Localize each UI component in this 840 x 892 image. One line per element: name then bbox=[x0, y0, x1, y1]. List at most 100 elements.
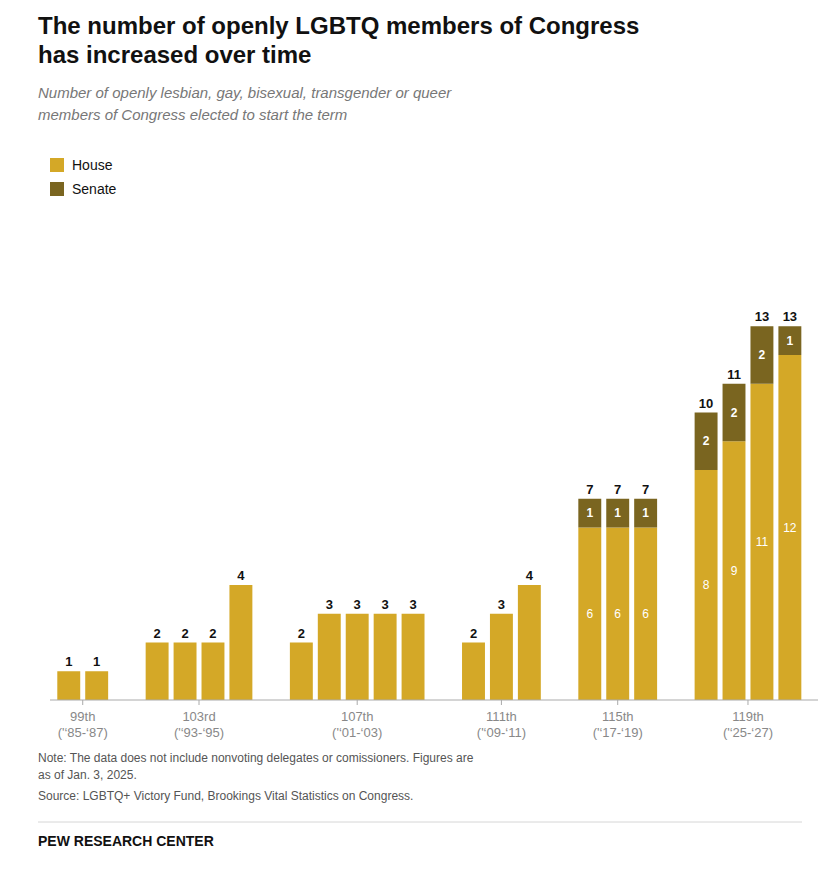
legend-swatch bbox=[50, 182, 64, 196]
bar-segment bbox=[229, 585, 252, 586]
legend-label: Senate bbox=[72, 181, 117, 197]
bar-segment bbox=[202, 643, 225, 701]
bar-segment bbox=[290, 643, 313, 701]
tick bbox=[617, 700, 618, 705]
bar-segment bbox=[462, 642, 485, 643]
axis-line bbox=[50, 700, 818, 701]
segment-label: 2 bbox=[703, 434, 710, 448]
segment-label: 12 bbox=[783, 521, 797, 535]
bar-segment bbox=[723, 441, 746, 700]
segment-label: 1 bbox=[642, 506, 649, 520]
legend: House Senate bbox=[50, 157, 117, 197]
total-label: 2 bbox=[209, 626, 216, 641]
bar-segment bbox=[57, 671, 80, 700]
bar-segment bbox=[85, 671, 108, 700]
tick-label: 111th('‘09-‘11) bbox=[477, 709, 526, 740]
total-label: 1 bbox=[93, 654, 100, 669]
bar-segment bbox=[146, 643, 169, 701]
total-label: 10 bbox=[699, 396, 713, 411]
tick-label: 99th('‘85-‘87) bbox=[58, 709, 108, 740]
segment-label: 6 bbox=[614, 607, 621, 621]
bars bbox=[57, 326, 801, 700]
tick bbox=[357, 700, 358, 705]
bar-segment bbox=[202, 642, 225, 643]
bar-segment bbox=[695, 470, 718, 700]
total-label: 13 bbox=[783, 309, 797, 324]
bar-segment bbox=[578, 499, 601, 528]
legend-swatch bbox=[50, 158, 64, 172]
total-label: 2 bbox=[470, 626, 477, 641]
bar-segment bbox=[462, 643, 485, 701]
legend-label: House bbox=[72, 157, 113, 173]
bar-segment bbox=[374, 614, 397, 700]
total-label: 11 bbox=[727, 367, 741, 382]
total-label: 3 bbox=[498, 597, 505, 612]
bar-segment bbox=[318, 613, 341, 614]
bar-segment bbox=[402, 613, 425, 614]
total-label: 4 bbox=[526, 568, 534, 583]
bar-segment bbox=[490, 613, 513, 614]
tick-label: 115th('‘17-‘19) bbox=[593, 709, 643, 740]
total-label: 3 bbox=[354, 597, 361, 612]
total-label: 7 bbox=[614, 482, 621, 497]
subtitle: Number of openly lesbian, gay, bisexual,… bbox=[38, 84, 452, 123]
bar-segment bbox=[174, 643, 197, 701]
bar-segment bbox=[374, 613, 397, 614]
total-label: 2 bbox=[298, 626, 305, 641]
tick-label: 119th('‘25-‘27) bbox=[723, 709, 773, 740]
bar-segment bbox=[778, 326, 801, 355]
bar-segment bbox=[634, 499, 657, 528]
bar-segment bbox=[57, 671, 80, 672]
bar-segment bbox=[578, 528, 601, 701]
bar-segment bbox=[778, 355, 801, 700]
bar-segment bbox=[174, 642, 197, 643]
bar-segment bbox=[518, 585, 541, 586]
separator bbox=[38, 822, 802, 823]
total-label: 3 bbox=[326, 597, 333, 612]
note: Note: The data does not include nonvotin… bbox=[38, 751, 474, 782]
segment-label: 6 bbox=[642, 607, 649, 621]
bar-segment bbox=[634, 528, 657, 701]
total-label: 3 bbox=[382, 597, 389, 612]
bar-segment bbox=[723, 384, 746, 442]
bar-segment bbox=[318, 614, 341, 700]
segment-label: 1 bbox=[586, 506, 593, 520]
bar-segment bbox=[518, 585, 541, 700]
branding: PEW RESEARCH CENTER bbox=[38, 833, 214, 849]
tick-label: 103rd('‘93-‘95) bbox=[174, 709, 224, 740]
bar-segment bbox=[85, 671, 108, 672]
segment-label: 2 bbox=[731, 406, 738, 420]
bar-segment bbox=[750, 384, 773, 700]
bar-segment bbox=[229, 585, 252, 700]
segment-label: 9 bbox=[731, 564, 738, 578]
chart: The number of openly LGBTQ members of Co… bbox=[0, 0, 840, 892]
segment-label: 1 bbox=[787, 334, 794, 348]
total-label: 2 bbox=[181, 626, 188, 641]
bar-segment bbox=[606, 499, 629, 528]
data-labels: 1122242333323461761761782109211112131211… bbox=[65, 309, 797, 669]
tick bbox=[747, 700, 748, 705]
segment-label: 6 bbox=[586, 607, 593, 621]
tick bbox=[199, 700, 200, 705]
segment-label: 2 bbox=[759, 348, 766, 362]
x-axis: 99th('‘85-‘87) 103rd('‘93-‘95) 107th('‘01-… bbox=[50, 700, 818, 740]
tick bbox=[82, 700, 83, 705]
segment-label: 1 bbox=[614, 506, 621, 520]
bar-segment bbox=[146, 642, 169, 643]
total-label: 7 bbox=[586, 482, 593, 497]
tick-label: 107th('‘01-‘03) bbox=[332, 709, 382, 740]
title: The number of openly LGBTQ members of Co… bbox=[38, 12, 639, 68]
bar-segment bbox=[750, 326, 773, 384]
segment-label: 8 bbox=[703, 578, 710, 592]
bar-segment bbox=[490, 614, 513, 700]
tick bbox=[501, 700, 502, 705]
source: Source: LGBTQ+ Victory Fund, Brookings V… bbox=[38, 789, 413, 803]
total-label: 7 bbox=[642, 482, 649, 497]
segment-label: 11 bbox=[756, 535, 769, 549]
bar-segment bbox=[346, 614, 369, 700]
bar-segment bbox=[606, 528, 629, 701]
bar-segment bbox=[346, 613, 369, 614]
total-label: 4 bbox=[237, 568, 245, 583]
total-label: 2 bbox=[154, 626, 161, 641]
bar-segment bbox=[402, 614, 425, 700]
